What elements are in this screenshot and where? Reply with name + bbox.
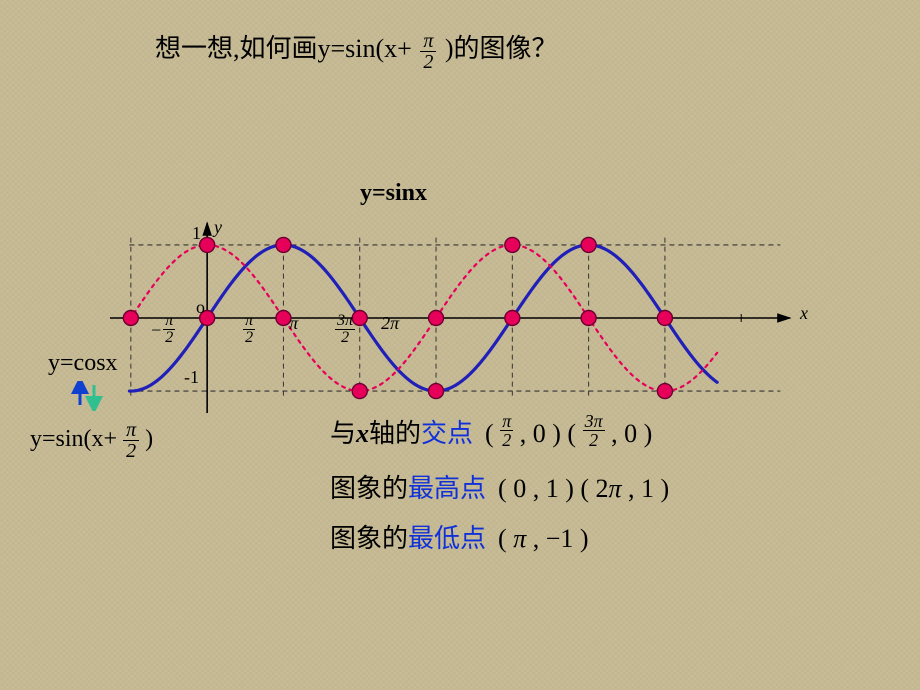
title-part2: )的图像？ bbox=[445, 34, 558, 63]
annotation-row-0: 与x轴的交点( π2 , 0 ) ( 3π2 , 0 ) bbox=[330, 412, 652, 450]
x-axis-label: x bbox=[800, 303, 808, 324]
x-tick-3pi_2: 3π2 bbox=[335, 313, 355, 347]
eq-cosx: y=cosx bbox=[48, 350, 153, 377]
eq2-frac: π 2 bbox=[123, 420, 139, 461]
x-tick-pi_2: π2 bbox=[243, 313, 255, 347]
y-tick-bottom: -1 bbox=[184, 367, 199, 388]
origin-label: o bbox=[196, 297, 205, 318]
title-frac-num: π bbox=[420, 31, 436, 52]
title-part1: 想一想,如何画y=sin(x+ bbox=[155, 34, 412, 63]
eq2-part1: y=sin(x+ bbox=[30, 426, 117, 452]
page-title: 想一想,如何画y=sin(x+ π 2 )的图像？ bbox=[155, 28, 558, 72]
eq-sin-shifted: y=sin(x+ π 2 ) bbox=[30, 420, 153, 461]
equiv-arrows bbox=[68, 381, 153, 418]
eq2-part2: ) bbox=[145, 426, 153, 452]
y-tick-top: 1 bbox=[192, 223, 201, 244]
x-tick-neg_pi_2: −π2 bbox=[151, 313, 175, 347]
title-frac-den: 2 bbox=[420, 52, 436, 72]
x-tick-2pi: 2π bbox=[381, 313, 399, 334]
y-axis-label: y bbox=[214, 217, 222, 238]
chart-svg bbox=[100, 213, 820, 423]
chart-title: y=sinx bbox=[360, 180, 427, 207]
title-fraction: π 2 bbox=[420, 31, 436, 72]
annotation-row-1: 图象的最高点( 0 , 1 ) ( 2π , 1 ) bbox=[330, 468, 669, 505]
left-equations: y=cosx y=sin(x+ π 2 ) bbox=[30, 350, 153, 461]
x-tick-pi: π bbox=[289, 313, 298, 334]
annotation-row-2: 图象的最低点( π , −1 ) bbox=[330, 518, 589, 555]
